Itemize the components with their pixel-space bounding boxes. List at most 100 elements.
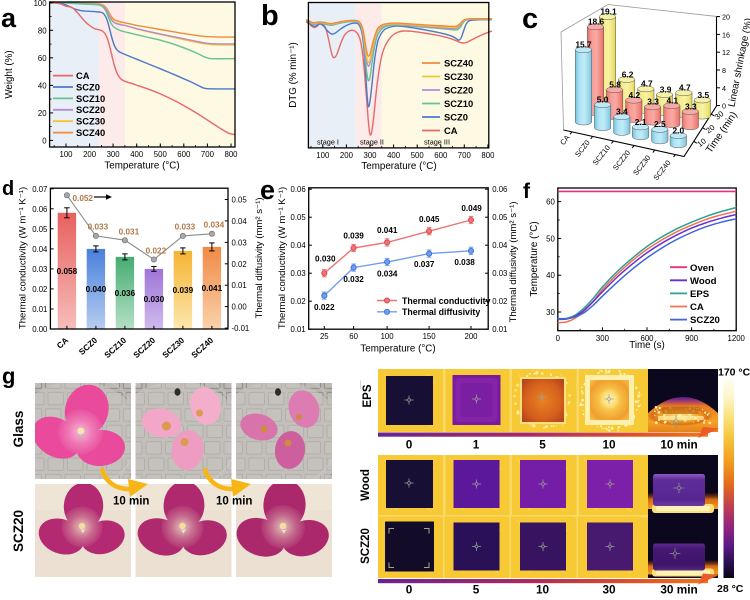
svg-text:Linear shrinkage (%): Linear shrinkage (%) [727, 17, 750, 108]
svg-text:0.04: 0.04 [232, 217, 248, 226]
svg-text:Oven: Oven [690, 263, 714, 274]
svg-text:3.9: 3.9 [660, 84, 672, 94]
svg-text:0.05: 0.05 [32, 225, 48, 234]
svg-text:600: 600 [434, 151, 448, 160]
svg-text:0.049: 0.049 [461, 204, 482, 213]
svg-text:3.4: 3.4 [616, 107, 628, 117]
svg-text:10 min: 10 min [660, 438, 697, 452]
svg-text:SCZ0: SCZ0 [444, 111, 468, 122]
svg-text:CA: CA [558, 133, 571, 147]
svg-text:0.06: 0.06 [291, 185, 306, 194]
svg-text:0.033: 0.033 [88, 223, 109, 232]
svg-text:Temperature (°C): Temperature (°C) [360, 344, 435, 355]
svg-text:19.1: 19.1 [600, 7, 617, 17]
svg-text:300: 300 [596, 334, 610, 343]
svg-text:40: 40 [38, 81, 47, 90]
svg-text:0.039: 0.039 [343, 232, 364, 241]
svg-text:0.045: 0.045 [419, 215, 440, 224]
svg-text:0.022: 0.022 [146, 247, 167, 256]
svg-text:0.034: 0.034 [377, 270, 398, 279]
svg-text:80: 80 [38, 26, 47, 35]
svg-text:0.041: 0.041 [377, 226, 398, 235]
svg-text:CA: CA [55, 335, 71, 351]
svg-text:2.5: 2.5 [654, 119, 666, 129]
svg-text:0.031: 0.031 [119, 228, 140, 237]
svg-text:1: 1 [473, 438, 480, 452]
svg-text:0.041: 0.041 [202, 284, 223, 293]
svg-text:10 min: 10 min [216, 496, 252, 508]
svg-text:5.0: 5.0 [597, 95, 609, 105]
svg-text:-0.01: -0.01 [232, 324, 250, 333]
svg-text:0.03: 0.03 [232, 238, 247, 247]
svg-text:SCZ30: SCZ30 [631, 153, 652, 177]
svg-text:stage I: stage I [317, 138, 339, 147]
svg-text:6.2: 6.2 [622, 69, 634, 79]
svg-text:5: 5 [473, 583, 480, 596]
svg-text:16: 16 [722, 30, 730, 39]
svg-text:500: 500 [411, 151, 425, 160]
svg-text:50: 50 [546, 234, 555, 243]
svg-text:4.1: 4.1 [666, 96, 678, 106]
svg-text:20: 20 [38, 109, 47, 118]
svg-text:SCZ30: SCZ30 [444, 71, 473, 82]
svg-text:SCZ10: SCZ10 [76, 93, 105, 104]
svg-text:stage III: stage III [424, 138, 450, 147]
svg-text:3.3: 3.3 [685, 101, 697, 111]
svg-text:Wood: Wood [360, 469, 372, 501]
svg-text:0.038: 0.038 [454, 258, 475, 267]
svg-text:30: 30 [602, 583, 616, 596]
svg-text:60: 60 [546, 198, 555, 207]
svg-text:SCZ10: SCZ10 [591, 143, 612, 167]
svg-text:SCZ40: SCZ40 [651, 158, 672, 180]
svg-text:100: 100 [316, 151, 330, 160]
svg-text:10: 10 [536, 583, 550, 596]
svg-text:0.05: 0.05 [492, 213, 508, 222]
svg-text:CA: CA [76, 70, 90, 81]
svg-text:200: 200 [340, 151, 354, 160]
svg-text:150: 150 [423, 332, 437, 341]
svg-text:0: 0 [722, 102, 726, 111]
svg-text:Thermal diffusivity (mm² s⁻¹): Thermal diffusivity (mm² s⁻¹) [254, 197, 265, 318]
svg-text:5: 5 [539, 438, 546, 452]
svg-text:4.7: 4.7 [679, 83, 691, 93]
svg-text:0.07: 0.07 [32, 185, 47, 194]
svg-text:100: 100 [34, 0, 48, 8]
svg-text:SCZ20: SCZ20 [131, 335, 157, 360]
svg-text:18.6: 18.6 [588, 17, 605, 27]
svg-text:SCZ40: SCZ40 [189, 335, 215, 360]
svg-text:SCZ20: SCZ20 [690, 315, 720, 326]
svg-text:g: g [2, 365, 15, 389]
svg-text:Thermal conductivity: Thermal conductivity [402, 296, 491, 306]
svg-text:60: 60 [349, 332, 358, 341]
svg-text:0.05: 0.05 [232, 196, 248, 205]
svg-text:28 °C: 28 °C [717, 583, 744, 595]
svg-text:0.03: 0.03 [32, 265, 47, 274]
svg-text:0.030: 0.030 [315, 255, 336, 264]
svg-text:0.01: 0.01 [232, 281, 247, 290]
svg-text:Thermal diffusivity: Thermal diffusivity [402, 307, 480, 317]
svg-text:0.022: 0.022 [314, 303, 335, 312]
svg-text:4: 4 [722, 84, 726, 93]
svg-text:10 min: 10 min [113, 496, 149, 508]
svg-text:8: 8 [722, 66, 726, 75]
svg-text:0.01: 0.01 [492, 325, 507, 334]
svg-text:0.02: 0.02 [232, 260, 247, 269]
svg-text:0.01: 0.01 [291, 325, 306, 334]
svg-text:SCZ0: SCZ0 [573, 138, 592, 158]
svg-text:0.058: 0.058 [57, 267, 78, 276]
svg-text:0.040: 0.040 [86, 285, 107, 294]
svg-text:SCZ20: SCZ20 [444, 84, 473, 95]
svg-text:0.02: 0.02 [32, 285, 47, 294]
svg-text:SCZ20: SCZ20 [76, 104, 105, 115]
svg-text:800: 800 [224, 150, 238, 159]
svg-text:SCZ10: SCZ10 [102, 335, 128, 360]
svg-text:0.034: 0.034 [204, 220, 225, 229]
svg-text:0.052: 0.052 [73, 194, 94, 203]
svg-text:100: 100 [381, 332, 395, 341]
svg-text:0.01: 0.01 [32, 305, 47, 314]
svg-text:300: 300 [363, 151, 377, 160]
svg-text:0.030: 0.030 [144, 295, 165, 304]
svg-text:SCZ0: SCZ0 [76, 81, 100, 92]
svg-text:60: 60 [38, 54, 47, 63]
svg-text:200: 200 [464, 332, 478, 341]
